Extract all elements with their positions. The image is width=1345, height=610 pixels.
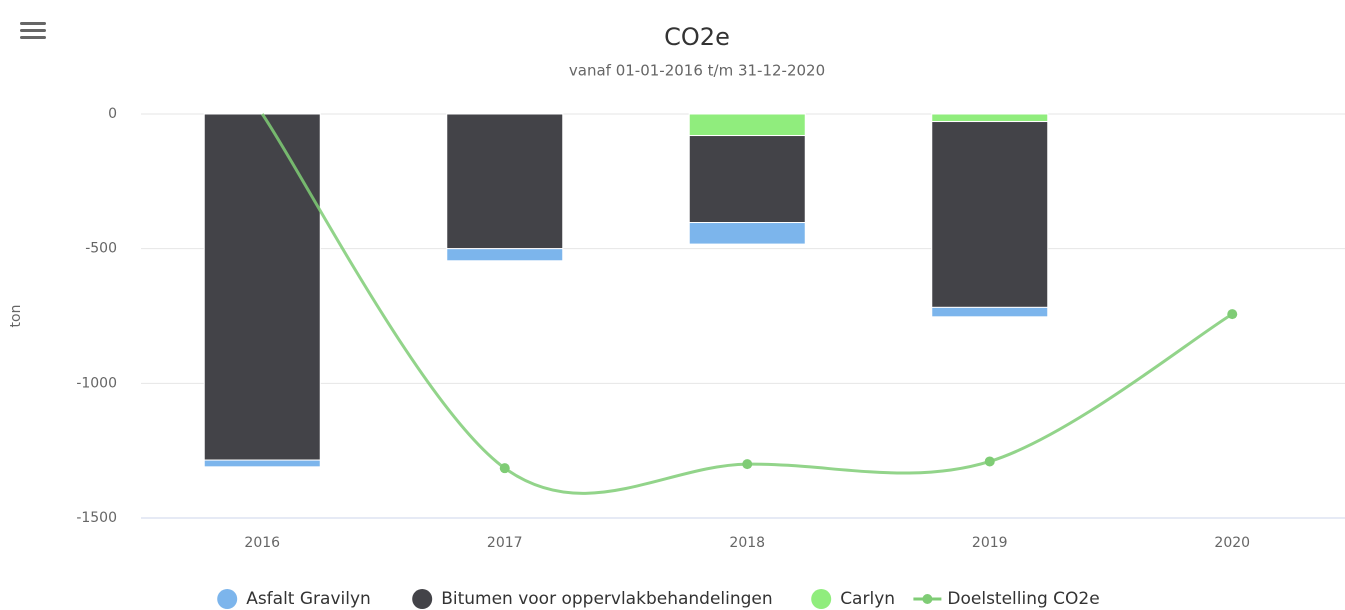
y-tick-label: -1000: [76, 375, 117, 391]
legend-item[interactable]: Doelstelling CO2e: [913, 589, 1100, 609]
menu-button[interactable]: [20, 22, 46, 39]
menu-bar[interactable]: [20, 22, 46, 25]
target-marker: [742, 459, 753, 470]
legend-item[interactable]: Bitumen voor oppervlakbehandelingen: [412, 589, 773, 609]
menu-bar[interactable]: [20, 29, 46, 32]
legend-symbol: [412, 589, 433, 609]
bar-segment: [203, 459, 321, 468]
legend-item[interactable]: Carlyn: [811, 589, 895, 609]
legend-label: Carlyn: [840, 589, 895, 609]
x-tick-label: 2016: [244, 535, 280, 551]
y-tick-label: -1500: [76, 510, 117, 526]
legend-symbol: [811, 589, 832, 609]
legend-label: Asfalt Gravilyn: [246, 589, 371, 609]
chart-title: CO2e: [664, 23, 730, 51]
legend-label: Bitumen voor oppervlakbehandelingen: [441, 589, 772, 609]
target-marker: [499, 463, 510, 474]
x-tick-label: 2018: [729, 535, 765, 551]
legend-symbol: [217, 589, 238, 609]
legend-item[interactable]: Asfalt Gravilyn: [217, 589, 371, 609]
bar-segment: [931, 113, 1049, 123]
legend-symbol: [922, 594, 933, 604]
target-marker: [984, 456, 995, 467]
menu-bar[interactable]: [20, 36, 46, 39]
bar-segment: [446, 248, 564, 262]
y-tick-label: 0: [108, 106, 117, 122]
bar-segment: [931, 306, 1049, 318]
target-line: [261, 113, 1234, 495]
bar-segment: [446, 113, 564, 250]
y-tick-label: -500: [85, 241, 117, 257]
legend-label: Doelstelling CO2e: [947, 589, 1099, 609]
x-tick-label: 2019: [972, 535, 1008, 551]
bar-segment: [688, 113, 806, 137]
target-marker: [1227, 309, 1238, 320]
bar-segment: [688, 222, 806, 245]
x-tick-label: 2017: [487, 535, 523, 551]
bar-segment: [203, 113, 321, 461]
y-axis-label: ton: [8, 305, 24, 328]
x-tick-label: 2020: [1214, 535, 1250, 551]
chart-subtitle: vanaf 01-01-2016 t/m 31-12-2020: [569, 62, 825, 80]
bar-segment: [931, 121, 1049, 308]
bar-segment: [688, 135, 806, 224]
